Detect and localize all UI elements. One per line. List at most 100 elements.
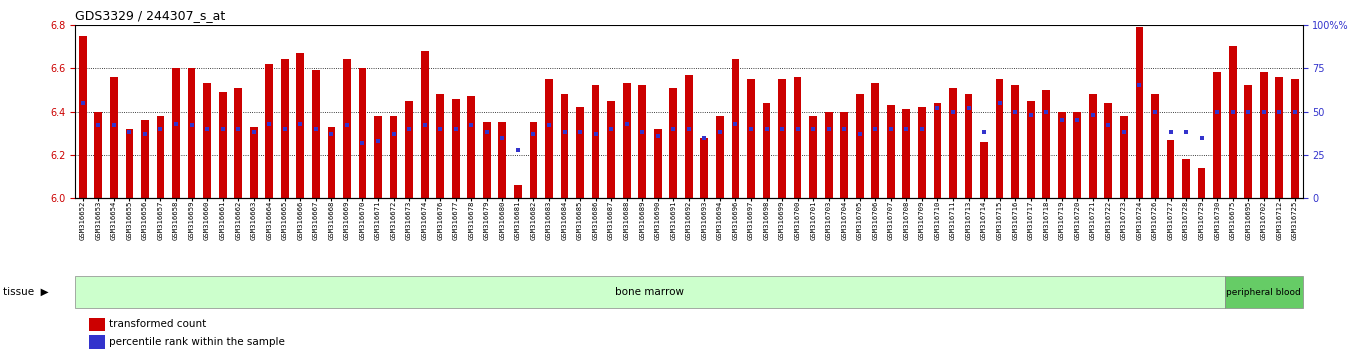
Bar: [653, 129, 662, 198]
Point: [180, 122, 202, 128]
Point: [383, 131, 405, 137]
Bar: [296, 53, 304, 198]
Bar: [809, 116, 817, 198]
Point: [973, 130, 994, 135]
Bar: [359, 68, 367, 198]
Point: [87, 122, 109, 128]
Point: [211, 126, 233, 132]
Bar: [592, 86, 599, 198]
Point: [196, 126, 218, 132]
Point: [1035, 109, 1057, 114]
Bar: [1027, 101, 1034, 198]
Bar: [468, 96, 475, 198]
Bar: [1198, 168, 1206, 198]
Bar: [203, 83, 211, 198]
Text: bone marrow: bone marrow: [615, 287, 685, 297]
Point: [537, 122, 559, 128]
Bar: [716, 116, 724, 198]
Point: [818, 126, 840, 132]
Point: [741, 126, 762, 132]
Point: [943, 109, 964, 114]
Point: [1237, 109, 1259, 114]
Bar: [1244, 86, 1252, 198]
Point: [833, 126, 855, 132]
Bar: [607, 101, 615, 198]
Point: [258, 121, 280, 126]
Point: [663, 126, 685, 132]
Bar: [218, 92, 226, 198]
Bar: [1136, 27, 1143, 198]
Bar: [546, 79, 552, 198]
Bar: [1260, 73, 1267, 198]
Point: [569, 130, 591, 135]
Point: [1144, 109, 1166, 114]
Bar: [1275, 77, 1284, 198]
Bar: [779, 79, 786, 198]
Bar: [405, 101, 413, 198]
Point: [102, 122, 124, 128]
Bar: [281, 59, 289, 198]
Bar: [451, 98, 460, 198]
Point: [1159, 130, 1181, 135]
Bar: [172, 68, 180, 198]
Point: [336, 122, 357, 128]
Point: [678, 126, 700, 132]
Bar: [1151, 94, 1159, 198]
Point: [352, 140, 374, 145]
Point: [880, 126, 902, 132]
Point: [461, 122, 483, 128]
Bar: [1213, 73, 1221, 198]
Point: [865, 126, 887, 132]
Point: [724, 121, 746, 126]
Text: GDS3329 / 244307_s_at: GDS3329 / 244307_s_at: [75, 9, 225, 22]
Point: [1254, 109, 1275, 114]
Bar: [1183, 159, 1189, 198]
Point: [1020, 112, 1042, 118]
Point: [1176, 130, 1198, 135]
Bar: [762, 103, 771, 198]
Bar: [266, 64, 273, 198]
Bar: [825, 112, 832, 198]
Point: [398, 126, 420, 132]
Bar: [498, 122, 506, 198]
Bar: [1058, 112, 1065, 198]
Bar: [576, 107, 584, 198]
Point: [522, 131, 544, 137]
Point: [413, 122, 435, 128]
Bar: [623, 83, 630, 198]
Bar: [1073, 112, 1082, 198]
Text: percentile rank within the sample: percentile rank within the sample: [109, 337, 285, 347]
Point: [756, 126, 777, 132]
Point: [72, 100, 94, 106]
Bar: [188, 68, 195, 198]
Bar: [235, 88, 241, 198]
Bar: [312, 70, 319, 198]
Point: [445, 126, 466, 132]
Text: peripheral blood: peripheral blood: [1226, 287, 1301, 297]
Point: [119, 130, 140, 135]
Point: [1284, 109, 1305, 114]
Bar: [561, 94, 569, 198]
Bar: [483, 122, 491, 198]
Bar: [1088, 94, 1097, 198]
Bar: [110, 77, 117, 198]
Point: [321, 131, 342, 137]
Point: [926, 105, 948, 111]
Point: [274, 126, 296, 132]
Point: [600, 126, 622, 132]
Point: [1113, 130, 1135, 135]
Bar: [731, 59, 739, 198]
Point: [1004, 109, 1026, 114]
Point: [911, 126, 933, 132]
Bar: [250, 127, 258, 198]
Bar: [420, 51, 428, 198]
Bar: [79, 36, 87, 198]
Bar: [794, 77, 802, 198]
Bar: [855, 94, 863, 198]
Point: [632, 130, 653, 135]
Bar: [685, 75, 693, 198]
Bar: [125, 129, 134, 198]
Point: [848, 131, 870, 137]
Bar: [918, 107, 926, 198]
Bar: [933, 103, 941, 198]
